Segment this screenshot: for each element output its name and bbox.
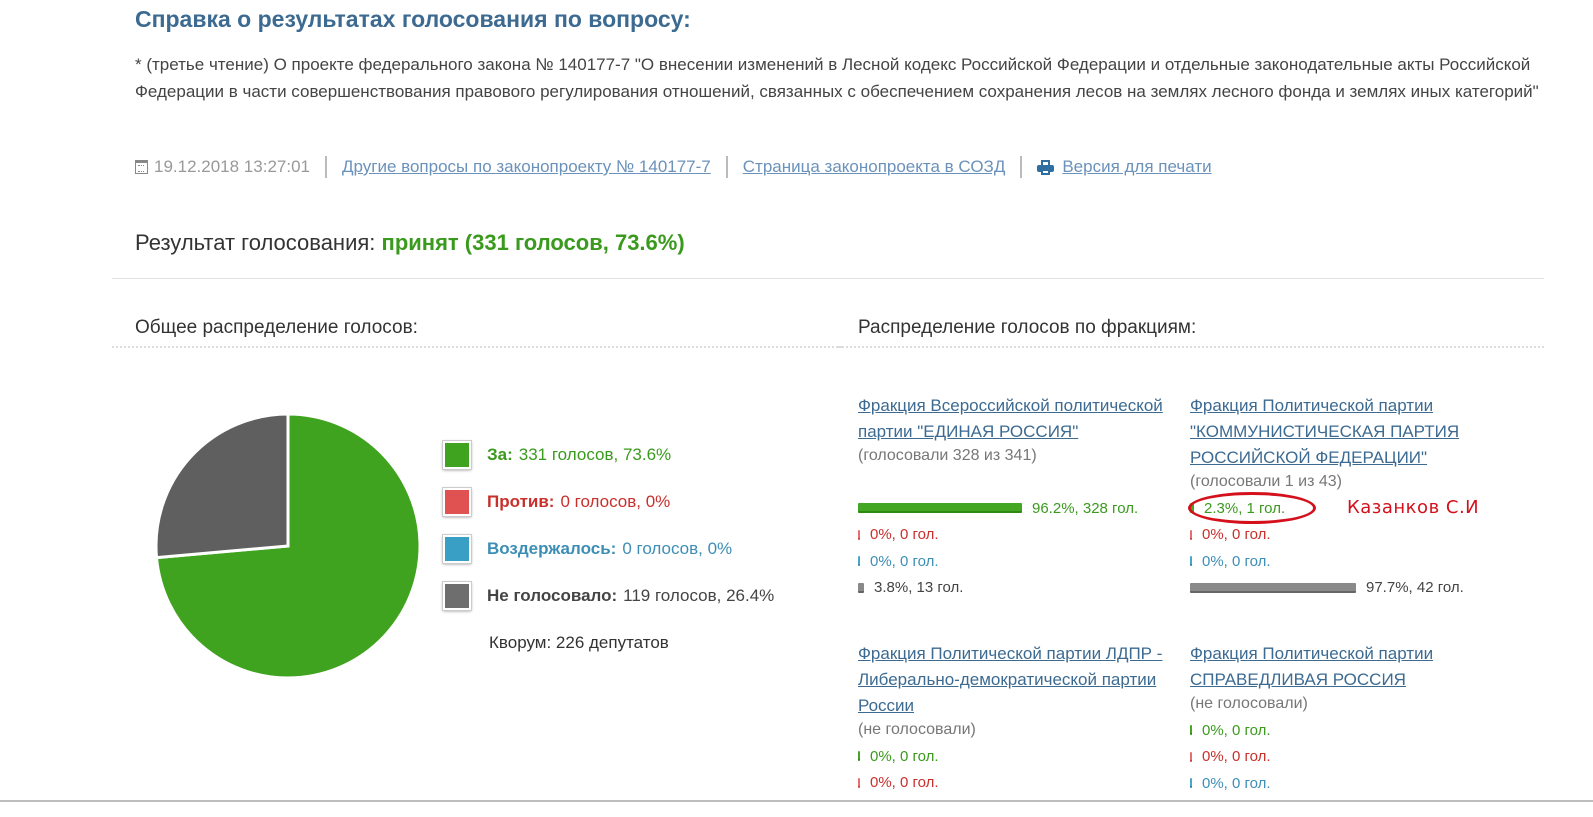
print-version-link[interactable]: Версия для печати bbox=[1062, 157, 1212, 176]
faction-stat: 96.2%, 328 гол. bbox=[858, 498, 1138, 518]
faction-stat: 0%, 0 гол. bbox=[858, 551, 939, 571]
divider bbox=[324, 156, 327, 178]
overall-title: Общее распределение голосов: bbox=[135, 317, 418, 338]
legend-value: 331 голосов, 73.6% bbox=[518, 445, 672, 464]
legend-label: За: bbox=[487, 445, 513, 464]
faction-voted-count: (голосовали 328 из 341) bbox=[858, 447, 1037, 464]
legend-item: Против: 0 голосов, 0% bbox=[442, 487, 671, 517]
factions-title: Распределение голосов по фракциям: bbox=[858, 317, 1197, 338]
faction-stat-bar bbox=[858, 503, 1022, 513]
vote-result: Результат голосования: принят (331 голос… bbox=[135, 230, 685, 256]
faction-stat: 97.7%, 42 гол. bbox=[1190, 578, 1464, 598]
faction-stat: 0%, 0 гол. bbox=[1190, 747, 1271, 767]
faction-stat-bar bbox=[1190, 529, 1192, 540]
quorum: Кворум: 226 депутатов bbox=[489, 633, 669, 652]
faction-stat-bar bbox=[858, 556, 860, 566]
legend-swatch bbox=[442, 487, 472, 517]
question-text: * (третье чтение) О проекте федерального… bbox=[135, 55, 1539, 101]
legend-value: 0 голосов, 0% bbox=[560, 492, 671, 511]
faction-voted-count: (не голосовали) bbox=[858, 721, 976, 738]
legend-item: За: 331 голосов, 73.6% bbox=[442, 440, 672, 470]
faction-stat-bar bbox=[1190, 582, 1356, 593]
legend-label: Воздержалось: bbox=[487, 539, 617, 558]
page-title: Справка о результатах голосования по воп… bbox=[135, 6, 691, 32]
faction-stat-bar bbox=[1190, 556, 1192, 566]
result-value: принят (331 голосов, 73.6%) bbox=[381, 230, 685, 255]
faction-stat-text: 0%, 0 гол. bbox=[870, 747, 939, 765]
faction-stat-bar bbox=[858, 582, 864, 593]
faction-stat: 0%, 0 гол. bbox=[1190, 551, 1271, 571]
legend-swatch bbox=[442, 581, 472, 611]
vote-datetime: 19.12.2018 13:27:01 bbox=[154, 157, 310, 176]
faction-stat: 3.8%, 13 гол. bbox=[858, 578, 963, 598]
faction-stat-text: 0%, 0 гол. bbox=[870, 552, 939, 570]
faction-link[interactable]: Фракция Политической партии СПРАВЕДЛИВАЯ… bbox=[1190, 644, 1434, 689]
faction-stat-text: 96.2%, 328 гол. bbox=[1032, 499, 1139, 517]
faction-stat-text: 0%, 0 гол. bbox=[870, 526, 939, 543]
faction-block: Фракция Политической партии ЛДПР - Либер… bbox=[858, 641, 1188, 741]
faction-stat-text: 97.7%, 42 гол. bbox=[1366, 579, 1464, 596]
legend-value: 119 голосов, 26.4% bbox=[623, 586, 775, 605]
faction-voted-count: (не голосовали) bbox=[1190, 695, 1308, 712]
dotted-divider bbox=[838, 346, 1544, 348]
faction-stat-bar bbox=[858, 751, 860, 761]
legend-swatch bbox=[442, 534, 472, 564]
meta-bar: 19.12.2018 13:27:01 Другие вопросы по за… bbox=[135, 155, 1212, 179]
annotation-ellipse bbox=[1188, 492, 1316, 524]
faction-stat: 0%, 0 гол. bbox=[858, 773, 939, 793]
faction-stat-bar bbox=[1190, 778, 1192, 788]
printer-icon[interactable] bbox=[1037, 159, 1055, 175]
legend-label: Против: bbox=[487, 492, 555, 511]
faction-stat: 0%, 0 гол. bbox=[858, 525, 939, 545]
calendar-icon bbox=[135, 160, 148, 174]
vote-pie-chart bbox=[154, 412, 422, 680]
result-label: Результат голосования: bbox=[135, 230, 376, 255]
faction-stat-text: 0%, 0 гол. bbox=[870, 774, 939, 791]
divider bbox=[112, 278, 1544, 279]
faction-stat-text: 0%, 0 гол. bbox=[1202, 721, 1271, 739]
faction-stat: 0%, 0 гол. bbox=[1190, 525, 1271, 545]
faction-block: Фракция Политической партии "КОММУНИСТИЧ… bbox=[1190, 393, 1520, 493]
faction-link[interactable]: Фракция Политической партии ЛДПР - Либер… bbox=[858, 644, 1163, 715]
legend-swatch bbox=[442, 440, 472, 470]
divider bbox=[725, 156, 728, 178]
faction-stat-text: 0%, 0 гол. bbox=[1202, 526, 1271, 543]
faction-voted-count: (голосовали 1 из 43) bbox=[1190, 473, 1342, 490]
legend-value: 0 голосов, 0% bbox=[622, 539, 733, 558]
legend-label: Не голосовало: bbox=[487, 586, 618, 605]
faction-stat-bar bbox=[858, 529, 860, 540]
faction-link[interactable]: Фракция Политической партии "КОММУНИСТИЧ… bbox=[1190, 396, 1460, 467]
faction-block: Фракция Всероссийской политической парти… bbox=[858, 393, 1188, 467]
faction-stat: 0%, 0 гол. bbox=[858, 746, 939, 766]
faction-link[interactable]: Фракция Всероссийской политической парти… bbox=[858, 396, 1163, 441]
faction-stat: 0%, 0 гол. bbox=[1190, 773, 1271, 793]
faction-stat-text: 0%, 0 гол. bbox=[1202, 774, 1271, 792]
faction-stat-bar bbox=[1190, 725, 1192, 735]
legend-item: Воздержалось: 0 голосов, 0% bbox=[442, 534, 733, 564]
faction-stat-text: 0%, 0 гол. bbox=[1202, 552, 1271, 570]
faction-stat-bar bbox=[858, 777, 860, 788]
divider bbox=[1020, 156, 1023, 178]
faction-stat-text: 0%, 0 гол. bbox=[1202, 748, 1271, 765]
annotation-text: Казанков С.И bbox=[1347, 497, 1480, 518]
sozd-page-link[interactable]: Страница законопроекта в СОЗД bbox=[742, 157, 1006, 176]
faction-stat-text: 3.8%, 13 гол. bbox=[874, 579, 964, 596]
faction-stat: 0%, 0 гол. bbox=[1190, 720, 1271, 740]
pie-slice-3 bbox=[154, 412, 290, 560]
faction-block: Фракция Политической партии СПРАВЕДЛИВАЯ… bbox=[1190, 641, 1520, 715]
faction-stat-bar bbox=[1190, 751, 1192, 762]
other-questions-link[interactable]: Другие вопросы по законопроекту № 140177… bbox=[341, 157, 711, 176]
legend-item: Не голосовало: 119 голосов, 26.4% bbox=[442, 581, 775, 611]
dotted-divider bbox=[112, 346, 842, 348]
page-bottom-border bbox=[0, 800, 1593, 802]
